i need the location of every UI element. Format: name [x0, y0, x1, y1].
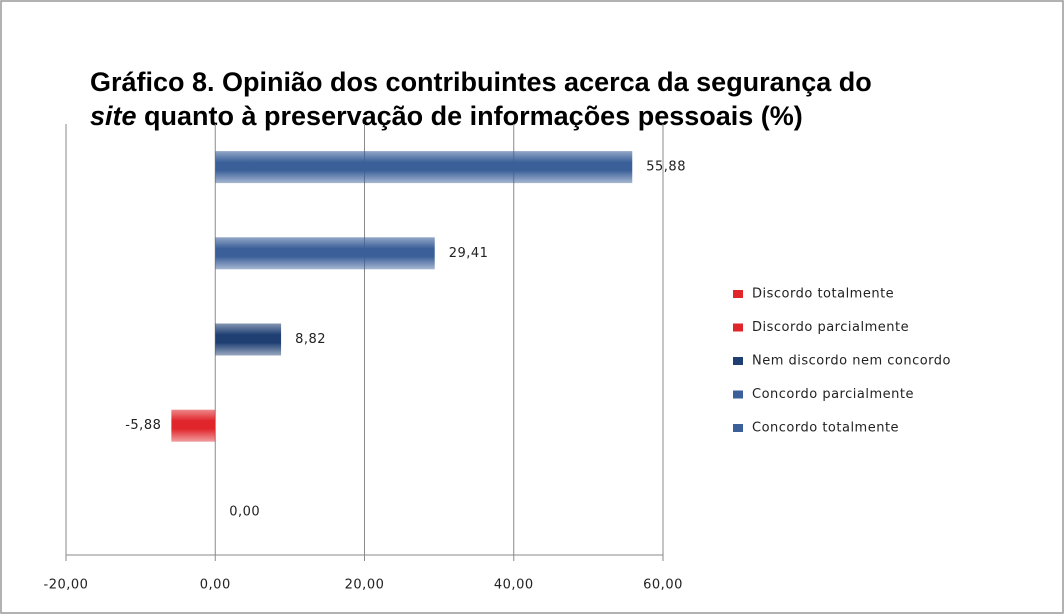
legend-label: Concordo parcialmente: [752, 387, 914, 402]
legend-swatch: [733, 424, 743, 432]
bar: [215, 323, 282, 356]
legend-swatch: [733, 323, 743, 332]
data-label: 0,00: [229, 504, 260, 519]
legend-label: Nem discordo nem concordo: [752, 354, 951, 369]
bar: [171, 409, 216, 442]
data-label: -5,88: [125, 418, 161, 433]
x-tick-label: 20,00: [345, 578, 385, 593]
legend-swatch: [733, 357, 743, 365]
legend-label: Concordo totalmente: [752, 421, 899, 436]
title-part: site: [90, 101, 137, 131]
x-tick-label: -20,00: [44, 578, 89, 593]
legend-swatch: [733, 290, 743, 298]
title-part: Gráfico 8. Opinião dos contribuintes ace…: [90, 67, 872, 97]
x-tick-label: 0,00: [200, 578, 231, 593]
bar: [215, 151, 633, 184]
chart-title-line1: Gráfico 8. Opinião dos contribuintes ace…: [90, 67, 872, 97]
bar: [215, 237, 435, 270]
data-label: 8,82: [295, 332, 326, 347]
legend-label: Discordo parcialmente: [752, 320, 909, 335]
legend-swatch: [733, 390, 743, 399]
legend-label: Discordo totalmente: [752, 287, 894, 302]
data-label: 29,41: [449, 246, 489, 261]
title-part: quanto à preservação de informações pess…: [144, 101, 803, 131]
x-tick-label: 60,00: [643, 578, 683, 593]
x-tick-label: 40,00: [494, 578, 534, 593]
chart-title-line2: site quanto à preservação de informações…: [90, 101, 803, 131]
data-label: 55,88: [646, 160, 686, 175]
